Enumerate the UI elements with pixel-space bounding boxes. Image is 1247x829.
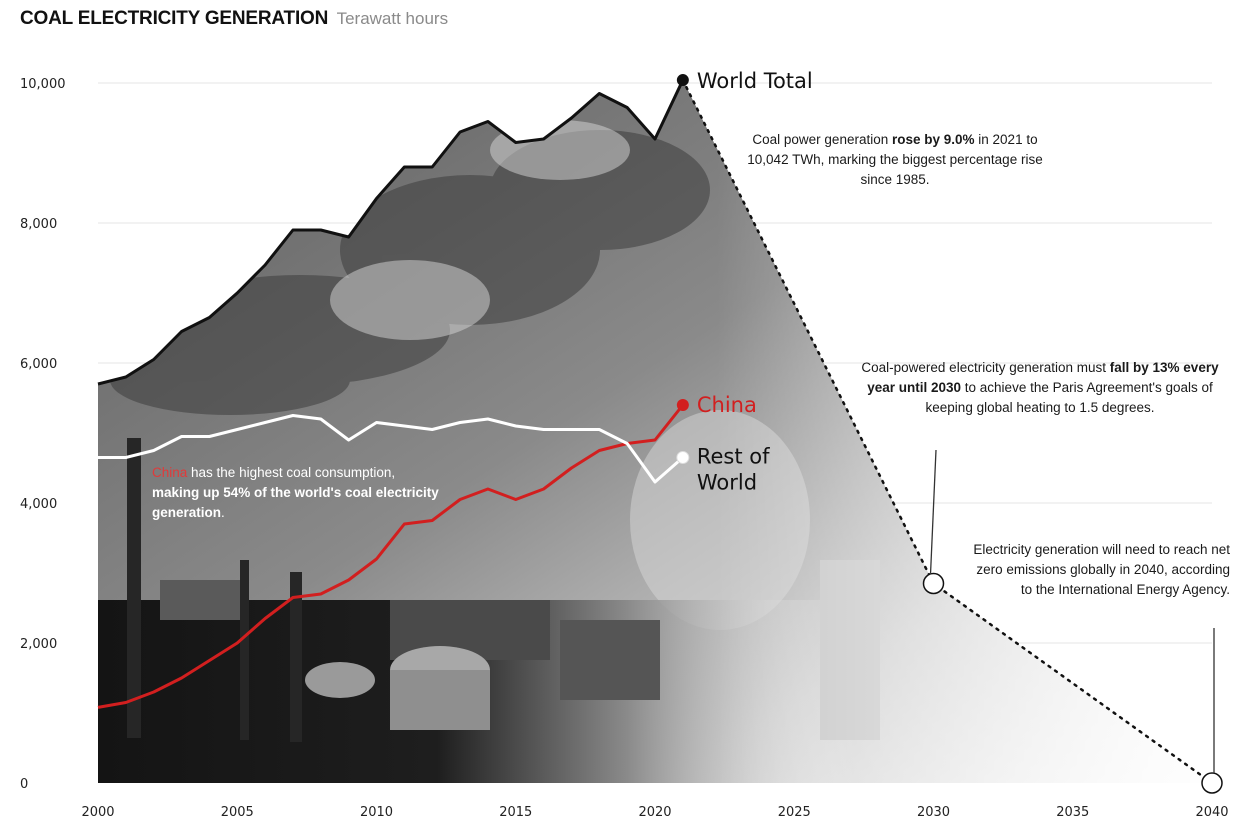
note-paris-bold: fall by 13% every year until 2030 — [867, 360, 1219, 395]
x-tick-label-2040: 2040 — [1195, 805, 1228, 820]
world-total-line — [97, 79, 685, 386]
note-china-rest: has the highest coal consumption, — [187, 465, 396, 480]
y-tick-label-2000: 2,000 — [20, 637, 57, 652]
note-china-end: . — [221, 505, 225, 520]
china-marker — [676, 399, 689, 411]
note-china: China has the highest coal consumption, … — [152, 463, 462, 523]
rest-of-world-line — [98, 414, 684, 484]
series-markers — [676, 74, 1223, 794]
chart-header: COAL ELECTRICITY GENERATION Terawatt hou… — [20, 8, 448, 30]
note-rise-pre: Coal power generation — [752, 132, 892, 147]
milestone-2040 — [1201, 772, 1223, 794]
rest-of-world-label-line1: Rest of — [697, 445, 770, 469]
y-axis: 0 2,000 4,000 6,000 8,000 10,000 — [20, 77, 66, 792]
note-china-bold: making up 54% of the world's coal electr… — [152, 485, 439, 520]
x-axis: 2000 2005 2010 2015 2020 2025 2030 2035 2040 — [81, 805, 1228, 820]
note-paris-pre: Coal-powered electricity generation must — [861, 360, 1110, 375]
y-tick-label-0: 0 — [20, 777, 28, 792]
y-tick-label-6000: 6,000 — [20, 357, 57, 372]
note-rise: Coal power generation rose by 9.0% in 20… — [745, 130, 1045, 190]
x-tick-label-2035: 2035 — [1056, 805, 1089, 820]
leader-2030 — [929, 449, 937, 575]
x-tick-label-2020: 2020 — [638, 805, 671, 820]
note-paris-post: to achieve the Paris Agreement's goals o… — [925, 380, 1213, 415]
note-paris: Coal-powered electricity generation must… — [860, 358, 1220, 418]
world-total-label: World Total — [697, 69, 813, 93]
rest-of-world-label-line2: World — [697, 471, 757, 495]
x-tick-label-2010: 2010 — [360, 805, 393, 820]
x-tick-label-2025: 2025 — [778, 805, 811, 820]
note-netzero-text: Electricity generation will need to reac… — [973, 542, 1230, 597]
annotation-leaders — [929, 449, 1215, 773]
chart-subtitle: Terawatt hours — [336, 9, 449, 28]
note-china-highlight: China — [152, 465, 188, 480]
fade-overlay — [98, 80, 1212, 783]
world-total-marker — [676, 74, 689, 87]
y-tick-label-8000: 8,000 — [20, 217, 57, 232]
note-netzero: Electricity generation will need to reac… — [968, 540, 1230, 600]
y-tick-label-4000: 4,000 — [20, 497, 57, 512]
note-rise-post: in 2021 to 10,042 TWh, marking the bigge… — [747, 132, 1043, 187]
note-rise-bold: rose by 9.0% — [891, 132, 975, 147]
x-tick-label-2000: 2000 — [81, 805, 114, 820]
china-label: China — [697, 393, 757, 417]
y-tick-label-10000: 10,000 — [20, 77, 66, 92]
rest-of-world-marker — [676, 451, 690, 464]
x-tick-label-2030: 2030 — [917, 805, 950, 820]
x-tick-label-2005: 2005 — [221, 805, 254, 820]
china-line — [97, 404, 685, 709]
chart-title: COAL ELECTRICITY GENERATION — [20, 8, 329, 29]
smoke-backdrop — [98, 80, 1212, 783]
x-tick-label-2015: 2015 — [499, 805, 532, 820]
milestone-2030 — [922, 572, 945, 595]
